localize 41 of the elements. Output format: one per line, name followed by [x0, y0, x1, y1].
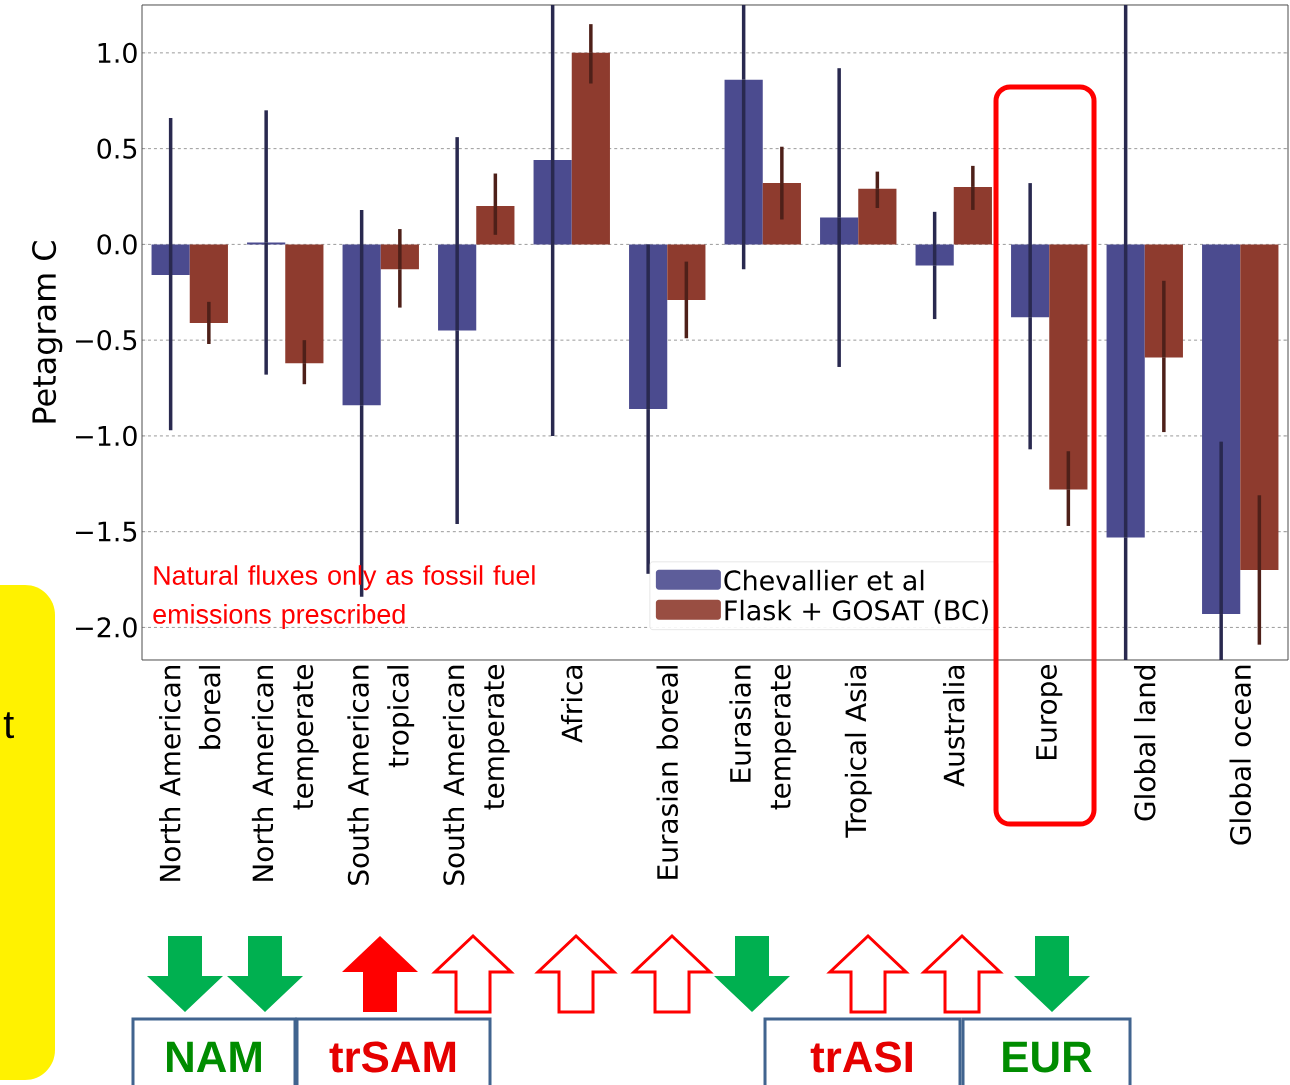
text: EUR: [1003, 1041, 1092, 1073]
legend-label: Flask + GOSAT (BC): [725, 599, 988, 624]
x-tick-label: Global ocean: [1229, 665, 1252, 845]
y-axis-title: Petagram C: [32, 241, 63, 423]
bar: [1049, 244, 1088, 490]
y-tick-label: −2.0: [76, 617, 137, 638]
y-tick-label: 0.0: [97, 234, 137, 255]
x-tick-label: North American boreal: [159, 665, 221, 881]
x-tick-label: South American temperate: [442, 665, 510, 885]
bar: [285, 244, 324, 364]
y-tick-label: −0.5: [76, 329, 137, 351]
bar: [151, 244, 190, 276]
y-tick-label: −1.0: [76, 425, 137, 447]
bar: [1240, 244, 1279, 570]
x-tick-label: Eurasian boreal: [656, 666, 679, 879]
bar: [1202, 244, 1241, 615]
text: NAM: [167, 1041, 261, 1072]
x-tick-label: Global land: [1133, 666, 1156, 821]
x-tick-label: South American tropical: [347, 665, 415, 885]
x-tick-label: Africa: [560, 666, 583, 743]
bar: [724, 79, 763, 245]
y-tick-label: 1.0: [98, 42, 137, 64]
x-tick-label: Europe: [1036, 664, 1063, 759]
bar: [1106, 244, 1145, 538]
x-tick-label: Tropical Asia: [844, 666, 872, 838]
legend-label: Chevallier et al: [724, 569, 924, 591]
bar: [189, 244, 228, 323]
bar: [858, 188, 897, 245]
x-tick-label: Eurasian temperate: [729, 665, 797, 810]
bar: [915, 244, 954, 266]
bar: [953, 186, 992, 245]
x-tick-label: Australia: [942, 666, 965, 787]
bar: [571, 52, 610, 245]
text: trSAM: [329, 1041, 456, 1073]
x-tick-label: North American temperate: [251, 665, 319, 881]
y-tick-label: −1.5: [76, 521, 137, 542]
bar: [533, 160, 572, 245]
bar: [342, 244, 381, 406]
text: trASI: [810, 1041, 912, 1073]
y-tick-label: 0.5: [97, 138, 137, 159]
text: t: [3, 712, 14, 739]
